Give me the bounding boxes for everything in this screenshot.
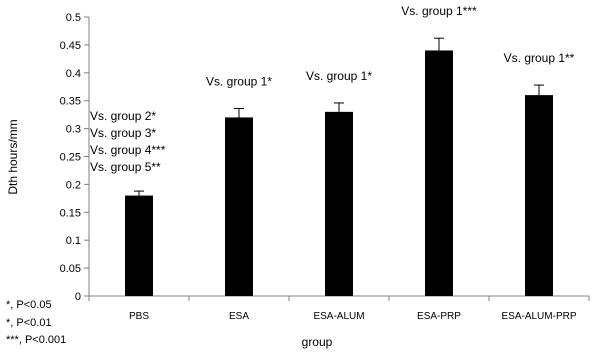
x-axis-label: group: [302, 335, 333, 349]
x-axis: PBS ESA ESA-ALUM ESA-PRP ESA-ALUM-PRP: [88, 295, 590, 322]
y-tick-label: 0.35: [60, 96, 81, 108]
x-tick-label: ESA: [229, 311, 249, 322]
significance-annotation: Vs. group 1***: [401, 4, 477, 18]
y-axis: 0 0.05 0.1 0.15 0.2 0.25 0.3 0.35 0.4 0.45 0.5: [60, 12, 90, 303]
bar-pbs: [125, 195, 153, 296]
y-tick-label: 0.15: [60, 207, 81, 219]
footnote-p005: *, P<0.05: [6, 299, 52, 311]
footnote-p0001: ***, P<0.001: [6, 334, 67, 346]
x-tick-label: PBS: [129, 311, 149, 322]
y-tick-label: 0.05: [60, 263, 81, 275]
x-tick-label: ESA-PRP: [417, 311, 461, 322]
bar-esa-alum-prp: [525, 95, 553, 297]
x-tick-label: ESA-ALUM: [313, 311, 364, 322]
annotations: Vs. group 2* Vs. group 3* Vs. group 4*** Vs…: [90, 4, 575, 174]
x-tick-label: ESA-ALUM-PRP: [501, 311, 576, 322]
footnote-p001: *, P<0.01: [6, 317, 52, 329]
y-tick-label: 0.25: [60, 152, 81, 164]
significance-annotation: Vs. group 1*: [306, 69, 372, 83]
significance-annotation: Vs. group 1*: [206, 75, 272, 89]
significance-annotation: Vs. group 4***: [90, 143, 166, 157]
y-tick-label: 0.5: [66, 12, 81, 24]
y-tick-label: 0.2: [66, 179, 81, 191]
bar-esa-alum: [325, 111, 353, 296]
y-tick-label: 0.45: [60, 40, 81, 52]
bars: [125, 37, 553, 297]
bar-esa-prp: [425, 50, 453, 297]
y-tick-label: 0: [75, 291, 81, 303]
y-tick-label: 0.4: [66, 68, 81, 80]
bar-esa: [225, 117, 253, 296]
significance-annotation: Vs. group 2*: [90, 109, 156, 123]
significance-annotation: Vs. group 5**: [90, 160, 161, 174]
significance-annotation: Vs. group 1**: [504, 51, 575, 65]
y-tick-label: 0.1: [66, 235, 81, 247]
y-tick-label: 0.3: [66, 124, 81, 136]
y-axis-label: Dth hours/mm: [6, 119, 20, 194]
significance-annotation: Vs. group 3*: [90, 126, 156, 140]
